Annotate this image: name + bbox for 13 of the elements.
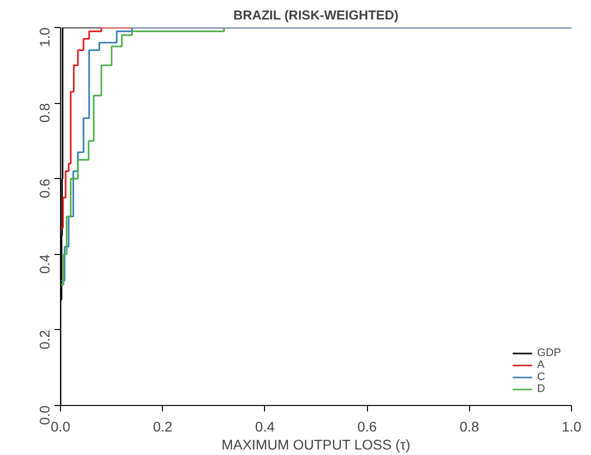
x-tick-label: 0.6 bbox=[357, 418, 378, 434]
x-tick-label: 0.4 bbox=[255, 418, 275, 434]
y-tick-label: 1.0 bbox=[36, 27, 52, 47]
y-tick-label: 0.2 bbox=[36, 330, 52, 350]
x-tick-label: 0.0 bbox=[50, 418, 70, 434]
y-tick-label: 0.8 bbox=[36, 102, 52, 123]
x-tick-label: 1.0 bbox=[562, 418, 582, 434]
chart-title: BRAZIL (RISK-WEIGHTED) bbox=[233, 8, 398, 22]
x-tick-label: 0.8 bbox=[460, 418, 480, 434]
x-axis-title: MAXIMUM OUTPUT LOSS (τ) bbox=[221, 436, 410, 452]
y-tick-label: 0.4 bbox=[36, 254, 52, 274]
y-tick-label: 0.6 bbox=[36, 178, 52, 198]
x-tick-label: 0.2 bbox=[152, 418, 173, 434]
